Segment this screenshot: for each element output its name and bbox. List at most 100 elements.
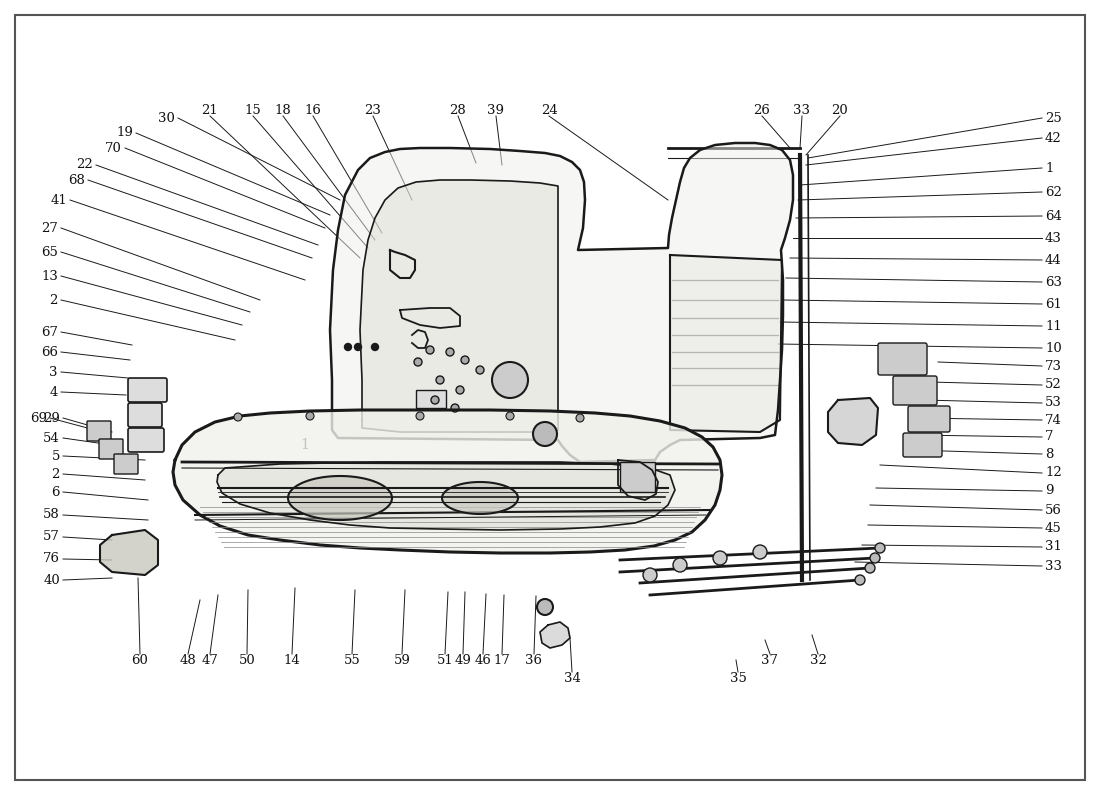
Circle shape: [372, 343, 378, 350]
Text: 55: 55: [343, 654, 361, 666]
Text: 44: 44: [1045, 254, 1062, 266]
Polygon shape: [217, 462, 675, 530]
Text: 60: 60: [132, 654, 148, 666]
Circle shape: [476, 366, 484, 374]
FancyBboxPatch shape: [893, 376, 937, 405]
Circle shape: [865, 563, 874, 573]
Text: 8: 8: [1045, 447, 1054, 461]
Circle shape: [446, 348, 454, 356]
Text: 53: 53: [1045, 397, 1062, 410]
Text: 62: 62: [1045, 186, 1062, 198]
Text: 56: 56: [1045, 503, 1062, 517]
Text: 48: 48: [179, 654, 197, 666]
Text: 41: 41: [51, 194, 67, 206]
Circle shape: [534, 422, 557, 446]
Text: 32: 32: [810, 654, 826, 666]
Text: 11: 11: [1045, 319, 1062, 333]
Circle shape: [234, 413, 242, 421]
Circle shape: [431, 396, 439, 404]
Text: 45: 45: [1045, 522, 1062, 534]
Circle shape: [456, 386, 464, 394]
FancyBboxPatch shape: [128, 378, 167, 402]
Text: 46: 46: [474, 654, 492, 666]
Text: 24: 24: [540, 103, 558, 117]
Circle shape: [644, 568, 657, 582]
Polygon shape: [540, 622, 570, 648]
Text: 30: 30: [158, 111, 175, 125]
Text: 6: 6: [52, 486, 60, 498]
Polygon shape: [828, 398, 878, 445]
Circle shape: [436, 376, 444, 384]
FancyBboxPatch shape: [99, 439, 123, 459]
Text: 18: 18: [275, 103, 292, 117]
Text: 29: 29: [43, 411, 60, 425]
Circle shape: [492, 362, 528, 398]
Circle shape: [506, 412, 514, 420]
Text: 3: 3: [50, 366, 58, 378]
Text: 61: 61: [1045, 298, 1062, 310]
Text: 58: 58: [43, 509, 60, 522]
Text: 39: 39: [487, 103, 505, 117]
FancyBboxPatch shape: [903, 433, 942, 457]
Text: 73: 73: [1045, 359, 1062, 373]
Text: 1: 1: [1045, 162, 1054, 174]
Text: 27: 27: [41, 222, 58, 234]
Text: 14: 14: [284, 654, 300, 666]
Circle shape: [461, 356, 469, 364]
Text: 35: 35: [729, 671, 747, 685]
Circle shape: [344, 343, 352, 350]
Text: 76: 76: [43, 553, 60, 566]
Circle shape: [870, 553, 880, 563]
Text: 1: 1: [300, 438, 309, 452]
Text: 69: 69: [30, 411, 47, 425]
Text: 63: 63: [1045, 275, 1062, 289]
Text: 16: 16: [305, 103, 321, 117]
Polygon shape: [173, 410, 722, 553]
Circle shape: [414, 358, 422, 366]
Text: 33: 33: [1045, 559, 1062, 573]
Text: 42: 42: [1045, 131, 1062, 145]
FancyBboxPatch shape: [128, 428, 164, 452]
Text: 25: 25: [1045, 111, 1062, 125]
Text: 40: 40: [43, 574, 60, 586]
Circle shape: [673, 558, 688, 572]
Text: 15: 15: [244, 103, 262, 117]
Text: 36: 36: [526, 654, 542, 666]
FancyBboxPatch shape: [878, 343, 927, 375]
Polygon shape: [100, 530, 158, 575]
Text: 17: 17: [494, 654, 510, 666]
Circle shape: [537, 599, 553, 615]
Text: 9: 9: [1045, 485, 1054, 498]
Text: 5: 5: [52, 450, 60, 462]
Circle shape: [855, 575, 865, 585]
FancyBboxPatch shape: [128, 403, 162, 427]
Text: 65: 65: [41, 246, 58, 258]
Text: 49: 49: [454, 654, 472, 666]
Text: 51: 51: [437, 654, 453, 666]
FancyBboxPatch shape: [87, 421, 111, 441]
Bar: [620, 462, 654, 492]
Text: 22: 22: [76, 158, 94, 171]
Circle shape: [426, 346, 434, 354]
Circle shape: [713, 551, 727, 565]
Text: 19: 19: [117, 126, 133, 139]
Text: 31: 31: [1045, 541, 1062, 554]
Circle shape: [874, 543, 886, 553]
Text: 70: 70: [106, 142, 122, 154]
Text: 59: 59: [394, 654, 410, 666]
Polygon shape: [670, 255, 782, 432]
Text: 12: 12: [1045, 466, 1062, 479]
Text: 13: 13: [41, 270, 58, 282]
Circle shape: [754, 545, 767, 559]
Text: 67: 67: [41, 326, 58, 338]
Text: 26: 26: [754, 103, 770, 117]
Text: 2: 2: [50, 294, 58, 306]
Text: 37: 37: [761, 654, 779, 666]
Text: 68: 68: [68, 174, 85, 186]
Text: 54: 54: [43, 431, 60, 445]
Text: 43: 43: [1045, 231, 1062, 245]
Circle shape: [354, 343, 362, 350]
Text: 4: 4: [50, 386, 58, 398]
Circle shape: [451, 404, 459, 412]
Text: 50: 50: [239, 654, 255, 666]
